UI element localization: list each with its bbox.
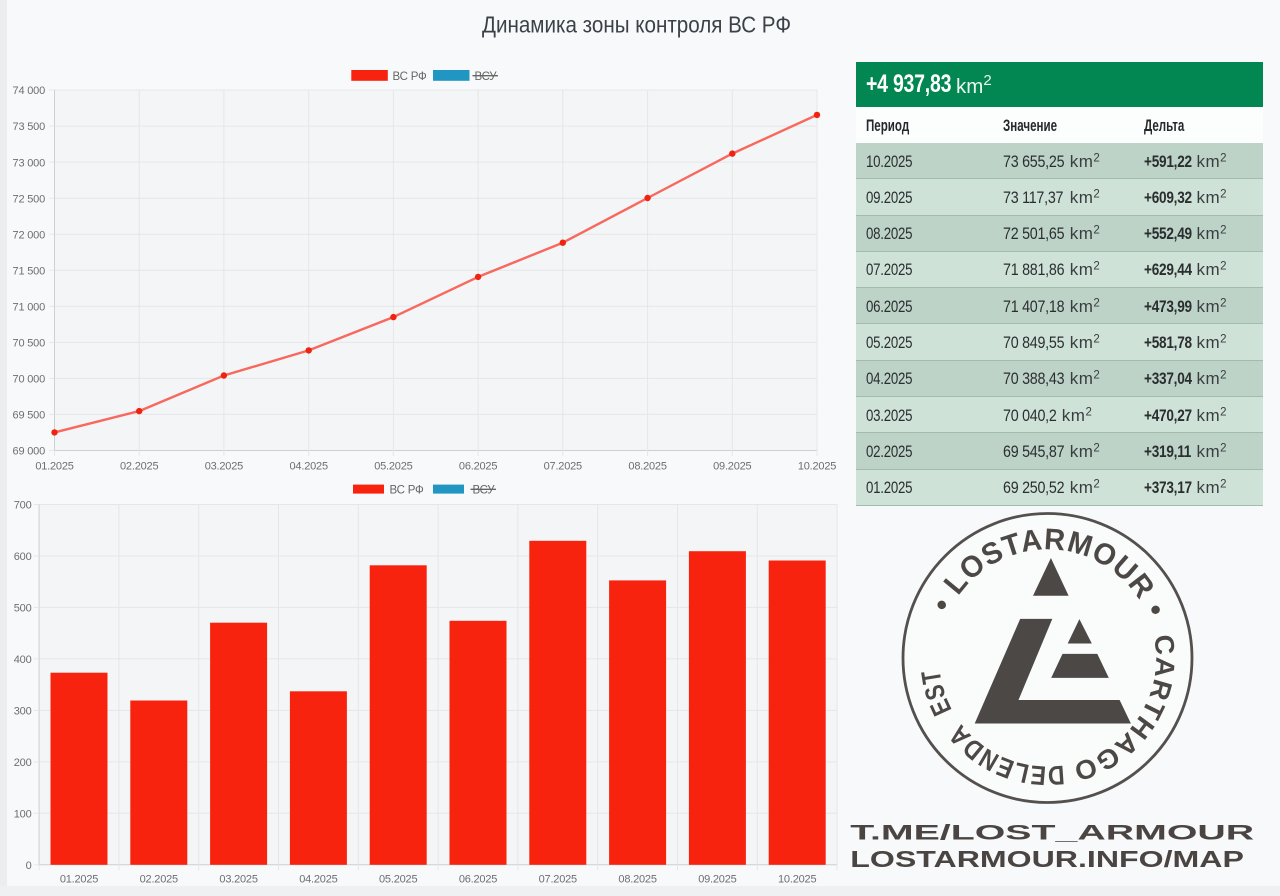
svg-text:05.2025: 05.2025	[379, 874, 417, 886]
svg-text:03.2025: 03.2025	[205, 461, 243, 473]
svg-text:ВС РФ: ВС РФ	[393, 71, 428, 83]
svg-text:300: 300	[14, 706, 32, 718]
svg-text:10.2025: 10.2025	[778, 874, 816, 886]
svg-text:400: 400	[14, 654, 32, 666]
svg-text:06.2025: 06.2025	[459, 461, 497, 473]
svg-text:09.2025: 09.2025	[713, 461, 751, 473]
svg-text:05.2025: 05.2025	[374, 461, 412, 473]
svg-text:02.2025: 02.2025	[140, 874, 178, 886]
svg-text:04.2025: 04.2025	[299, 874, 337, 886]
svg-text:0: 0	[26, 860, 32, 872]
svg-text:72 000: 72 000	[13, 229, 46, 241]
svg-text:100: 100	[14, 809, 32, 821]
svg-text:500: 500	[14, 603, 32, 615]
svg-text:LOSTARMOUR.INFO/MAP: LOSTARMOUR.INFO/MAP	[850, 846, 1244, 872]
svg-text:600: 600	[14, 551, 32, 563]
svg-text:10.2025: 10.2025	[798, 461, 836, 473]
svg-text:71 500: 71 500	[13, 265, 46, 277]
svg-text:01.2025: 01.2025	[60, 874, 98, 886]
svg-text:08.2025: 08.2025	[618, 874, 656, 886]
svg-text:72 500: 72 500	[13, 193, 46, 205]
svg-text:09.2025: 09.2025	[698, 874, 736, 886]
svg-text:ВСУ: ВСУ	[475, 71, 498, 83]
svg-text:73 000: 73 000	[13, 157, 46, 169]
svg-text:69 500: 69 500	[13, 410, 46, 422]
svg-text:ВСУ: ВСУ	[473, 485, 496, 497]
svg-text:02.2025: 02.2025	[120, 461, 158, 473]
svg-text:07.2025: 07.2025	[544, 461, 582, 473]
svg-text:Динамика зоны контроля ВС РФ: Динамика зоны контроля ВС РФ	[482, 12, 791, 38]
svg-text:08.2025: 08.2025	[628, 461, 666, 473]
svg-text:700: 700	[14, 500, 32, 512]
svg-text:74 000: 74 000	[13, 85, 46, 97]
svg-text:70 000: 70 000	[13, 374, 46, 386]
svg-text:04.2025: 04.2025	[290, 461, 328, 473]
svg-text:70 500: 70 500	[13, 338, 46, 350]
svg-text:06.2025: 06.2025	[459, 874, 497, 886]
svg-text:T.ME/LOST_ARMOUR: T.ME/LOST_ARMOUR	[850, 821, 1255, 845]
svg-text:73 500: 73 500	[13, 121, 46, 133]
svg-text:ВС РФ: ВС РФ	[390, 485, 425, 497]
svg-text:07.2025: 07.2025	[539, 874, 577, 886]
svg-text:200: 200	[14, 757, 32, 769]
svg-text:01.2025: 01.2025	[35, 461, 73, 473]
svg-text:69 000: 69 000	[13, 446, 46, 458]
svg-text:71 000: 71 000	[13, 302, 46, 314]
svg-text:03.2025: 03.2025	[219, 874, 257, 886]
